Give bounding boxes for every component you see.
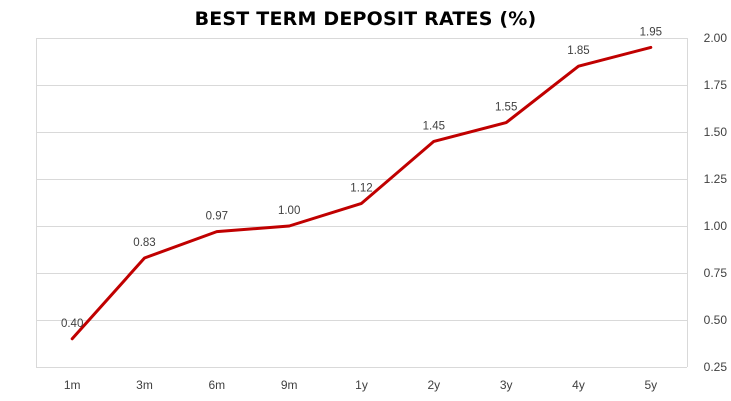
x-tick-label: 9m <box>281 378 298 392</box>
x-tick-label: 3m <box>136 378 153 392</box>
data-label: 1.95 <box>640 26 662 38</box>
y-axis-tick-labels: 0.25 0.50 0.75 1.00 1.25 1.50 1.75 2.00 <box>704 31 728 374</box>
series-lines <box>70 45 653 341</box>
x-tick-label: 1y <box>355 378 368 392</box>
x-tick-label: 6m <box>208 378 225 392</box>
chart-title: BEST TERM DEPOSIT RATES (%) <box>194 8 537 30</box>
gridlines <box>36 38 688 368</box>
x-axis-tick-labels: 1m 3m 6m 9m 1y 2y 3y 4y 5y <box>64 378 657 392</box>
y-tick-label: 2.00 <box>704 31 728 45</box>
data-label: 1.55 <box>495 102 517 114</box>
y-tick-label: 0.75 <box>704 266 728 280</box>
x-tick-label: 5y <box>644 378 657 392</box>
y-tick-label: 0.25 <box>704 360 728 374</box>
y-tick-label: 1.50 <box>704 125 728 139</box>
data-label: 1.45 <box>423 120 445 132</box>
y-tick-label: 1.25 <box>704 172 728 186</box>
y-tick-label: 0.50 <box>704 313 728 327</box>
x-tick-label: 3y <box>500 378 513 392</box>
y-tick-label: 1.75 <box>704 78 728 92</box>
x-tick-label: 4y <box>572 378 585 392</box>
data-label: 0.83 <box>133 237 155 249</box>
y-tick-label: 1.00 <box>704 219 728 233</box>
data-label: 0.97 <box>206 211 228 223</box>
data-labels: 0.40 0.83 0.97 1.00 1.12 1.45 1.55 1.85 1.95 <box>61 26 662 329</box>
data-label: 1.00 <box>278 205 300 217</box>
x-tick-label: 1m <box>64 378 81 392</box>
data-label: 0.40 <box>61 318 83 330</box>
series-line <box>70 45 653 341</box>
data-label: 1.12 <box>350 182 372 194</box>
data-label: 1.85 <box>567 45 589 57</box>
x-tick-label: 2y <box>427 378 440 392</box>
